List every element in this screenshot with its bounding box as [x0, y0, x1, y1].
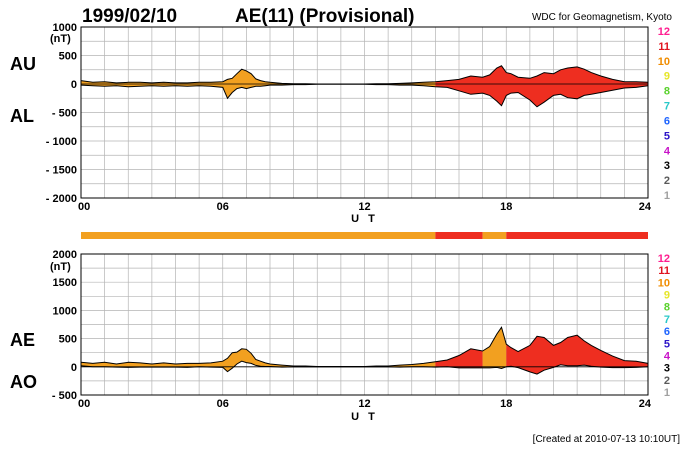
- legend-station-7: 7: [664, 314, 670, 326]
- legend-station-12: 12: [658, 253, 670, 265]
- legend-station-11: 11: [658, 265, 670, 277]
- y-tick-label: 1500: [53, 277, 77, 289]
- legend-station-4: 4: [664, 145, 671, 157]
- legend-station-6: 6: [664, 326, 670, 338]
- legend-station-5: 5: [664, 130, 670, 142]
- y-tick-label: - 1500: [46, 165, 77, 177]
- unit-label: (nT): [50, 261, 71, 273]
- series-label-ao: AO: [10, 372, 37, 392]
- x-tick-label: 18: [500, 201, 512, 213]
- date-title: 1999/02/10: [82, 6, 177, 27]
- legend-station-2: 2: [664, 175, 670, 187]
- x-axis-label: U T: [351, 213, 378, 225]
- legend-station-3: 3: [664, 363, 670, 375]
- y-tick-label: - 1000: [46, 136, 77, 148]
- legend-station-2: 2: [664, 375, 670, 387]
- chart-title: AE(11) (Provisional): [235, 6, 415, 27]
- legend-station-4: 4: [664, 350, 671, 362]
- panel-1: 1000 500 0 - 500 - 1000 - 1500 - 2000 (nT) 00 06 1…: [10, 22, 671, 225]
- legend-station-9: 9: [664, 290, 670, 302]
- unit-label: (nT): [50, 33, 71, 45]
- station-band-segment: [506, 232, 648, 239]
- source-label: WDC for Geomagnetism, Kyoto: [532, 12, 672, 23]
- series-label-ae: AE: [10, 330, 35, 350]
- x-tick-label: 24: [639, 398, 652, 410]
- y-tick-label: 1000: [53, 305, 77, 317]
- x-axis-label: U T: [351, 411, 378, 423]
- y-tick-label: - 500: [52, 108, 77, 120]
- y-tick-label: - 2000: [46, 193, 77, 205]
- series-line-ao: [80, 360, 649, 375]
- legend-station-1: 1: [664, 190, 670, 202]
- legend-station-12: 12: [658, 26, 670, 38]
- legend-station-10: 10: [658, 56, 670, 68]
- area-fill-segment: [482, 327, 507, 369]
- area-fill-segment: [435, 65, 648, 107]
- y-tick-label: 2000: [53, 249, 77, 261]
- x-tick-label: 18: [500, 398, 512, 410]
- y-tick-label: 0: [71, 362, 77, 374]
- legend-station-8: 8: [664, 86, 670, 98]
- created-footer: [Created at 2010-07-13 10:10UT]: [533, 434, 681, 445]
- plot-frame: [80, 26, 649, 199]
- legend-station-7: 7: [664, 101, 670, 113]
- legend-station-8: 8: [664, 302, 670, 314]
- y-tick-label: 0: [71, 79, 77, 91]
- legend-station-10: 10: [658, 277, 670, 289]
- y-tick-label: 500: [59, 334, 77, 346]
- plot-frame: [80, 253, 649, 396]
- x-tick-label: 12: [358, 398, 370, 410]
- area-fill-segment: [81, 348, 436, 372]
- area-fill-segment: [506, 335, 648, 375]
- x-tick-label: 12: [358, 201, 370, 213]
- legend-station-11: 11: [658, 41, 670, 53]
- series-line-al: [80, 83, 649, 108]
- legend-station-6: 6: [664, 115, 670, 127]
- x-tick-label: 00: [78, 398, 90, 410]
- station-band-segment: [81, 232, 436, 239]
- series-label-au: AU: [10, 54, 36, 74]
- legend-station-1: 1: [664, 387, 670, 399]
- y-tick-label: 500: [59, 51, 77, 63]
- legend-station-9: 9: [664, 71, 670, 83]
- y-tick-label: - 500: [52, 390, 77, 402]
- y-tick-label: 1000: [53, 22, 77, 34]
- x-tick-label: 06: [217, 201, 229, 213]
- x-tick-label: 06: [217, 398, 229, 410]
- area-fill-segment: [435, 348, 483, 368]
- station-band-segment: [482, 232, 507, 239]
- x-tick-label: 00: [78, 201, 90, 213]
- legend-station-3: 3: [664, 160, 670, 172]
- x-tick-label: 24: [639, 201, 652, 213]
- series-label-al: AL: [10, 106, 34, 126]
- legend-station-5: 5: [664, 338, 670, 350]
- station-band-segment: [435, 232, 483, 239]
